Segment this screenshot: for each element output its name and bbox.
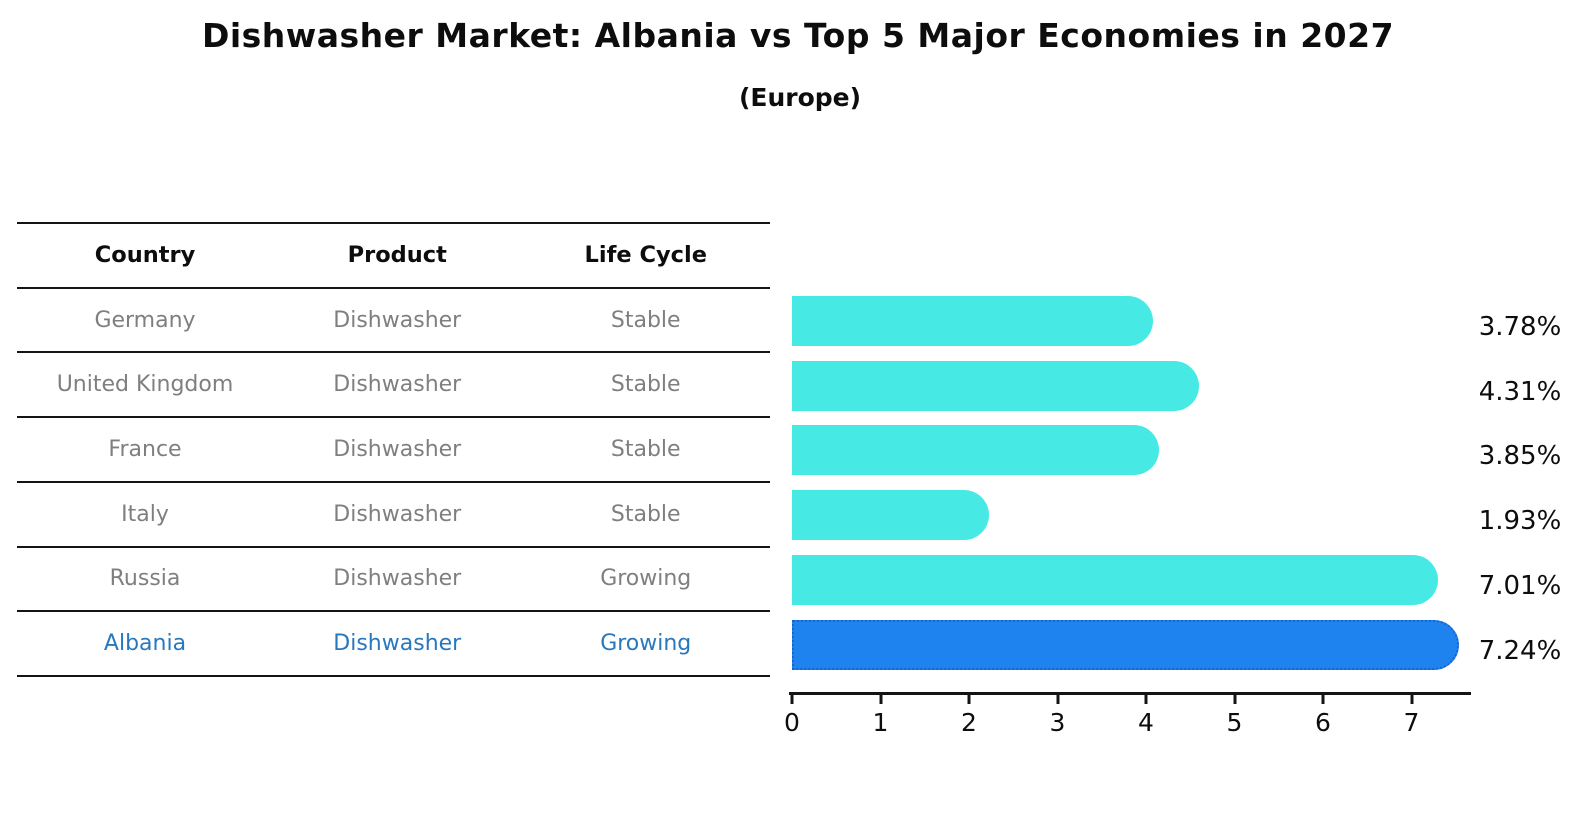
cell-product: Dishwasher — [333, 631, 462, 657]
cell-country: France — [108, 436, 182, 462]
value-label-russia: 7.01% — [1478, 570, 1562, 601]
tick-mark — [1321, 695, 1325, 704]
column-header-country: Country — [94, 242, 196, 269]
chart-title: Dishwasher Market: Albania vs Top 5 Majo… — [201, 16, 1395, 55]
column-header-life-cycle: Life Cycle — [584, 242, 707, 269]
cell-country: Albania — [103, 631, 187, 657]
value-label-italy: 1.93% — [1478, 506, 1562, 537]
cell-life-cycle: Stable — [610, 307, 681, 333]
tick-mark — [790, 695, 794, 704]
cell-life-cycle: Growing — [600, 631, 692, 657]
bar-italy — [792, 490, 989, 541]
cell-country: United Kingdom — [56, 372, 234, 398]
cell-product: Dishwasher — [333, 372, 462, 398]
bar-albania — [792, 619, 1459, 670]
cell-country: Italy — [121, 501, 169, 527]
value-labels: 3.78% 4.31% 3.85% 1.93% 7.01% 7.24% — [1468, 289, 1572, 677]
table-row-italy: Italy Dishwasher Stable — [17, 483, 770, 548]
tick-mark — [1233, 695, 1236, 704]
cell-product: Dishwasher — [333, 501, 462, 527]
tick-label: 5 — [1226, 708, 1243, 737]
cell-life-cycle: Growing — [600, 566, 692, 592]
table-row-russia: Russia Dishwasher Growing — [17, 548, 770, 613]
bar-chart-area — [792, 289, 1502, 677]
cell-life-cycle: Stable — [610, 436, 681, 462]
tick-label: 0 — [784, 708, 800, 737]
cell-life-cycle: Stable — [610, 372, 681, 398]
table-row-germany: Germany Dishwasher Stable — [17, 289, 770, 354]
bar-united-kingdom — [792, 360, 1200, 411]
table-row-france: France Dishwasher Stable — [17, 418, 770, 483]
value-label-albania: 7.24% — [1478, 635, 1562, 666]
tick-label: 3 — [1049, 708, 1066, 737]
table-row-united-kingdom: United Kingdom Dishwasher Stable — [17, 353, 770, 419]
bar-germany — [792, 296, 1153, 347]
cell-country: Germany — [94, 307, 196, 333]
cell-product: Dishwasher — [333, 566, 462, 592]
tick-mark — [1056, 695, 1059, 704]
tick-label: 2 — [961, 708, 977, 737]
value-label-united-kingdom: 4.31% — [1478, 376, 1562, 407]
cell-country: Russia — [109, 566, 181, 592]
tick-label: 6 — [1315, 708, 1331, 737]
bar-russia — [792, 554, 1439, 605]
tick-label: 7 — [1403, 708, 1420, 737]
summary-table: Country Product Life Cycle Germany Dishw… — [17, 222, 770, 677]
tick-label: 1 — [872, 708, 889, 737]
bar-france — [792, 425, 1159, 476]
table-row-albania: Albania Dishwasher Growing — [17, 612, 770, 677]
table-header-row: Country Product Life Cycle — [17, 224, 770, 289]
chart-subtitle: (Europe) — [738, 83, 862, 112]
cell-life-cycle: Stable — [610, 501, 681, 527]
column-header-product: Product — [347, 242, 447, 269]
tick-mark — [1144, 695, 1148, 704]
cell-product: Dishwasher — [333, 436, 462, 462]
x-axis-line — [789, 692, 1471, 695]
tick-label: 4 — [1138, 708, 1154, 737]
value-label-germany: 3.78% — [1478, 312, 1562, 343]
tick-mark — [1410, 695, 1413, 704]
tick-mark — [967, 695, 971, 704]
x-axis: 0 1 2 3 4 5 6 7 — [784, 692, 1482, 752]
cell-product: Dishwasher — [333, 307, 462, 333]
tick-mark — [879, 695, 882, 704]
value-label-france: 3.85% — [1478, 441, 1562, 472]
